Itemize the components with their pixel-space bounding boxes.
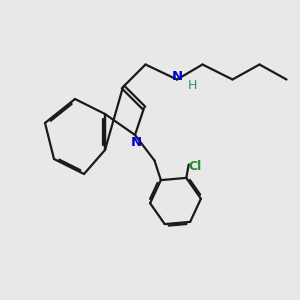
Text: N: N — [131, 136, 142, 149]
Text: N: N — [171, 70, 183, 83]
Text: Cl: Cl — [188, 160, 201, 173]
Text: H: H — [188, 79, 197, 92]
